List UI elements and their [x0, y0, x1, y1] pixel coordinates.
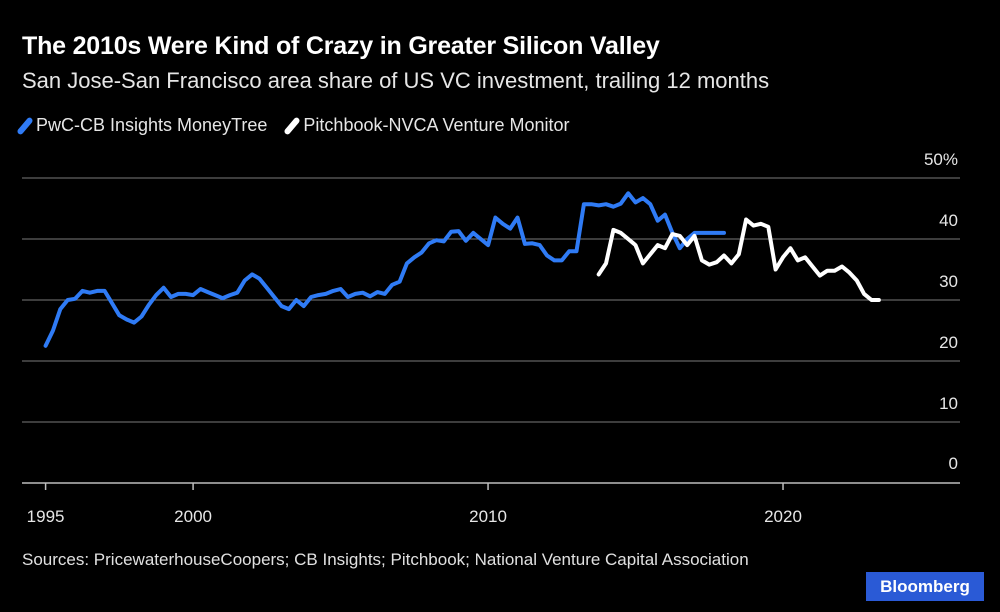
legend-label-moneytree: PwC-CB Insights MoneyTree [36, 115, 268, 135]
gridlines [22, 177, 960, 423]
chart-title: The 2010s Were Kind of Crazy in Greater … [22, 32, 660, 60]
x-axis: 1995 2000 2010 2020 [22, 482, 960, 526]
y-tick-label-20: 20 [939, 333, 958, 352]
y-tick-label-30: 30 [939, 272, 958, 291]
series-line-venture-monitor [596, 217, 881, 302]
legend: PwC-CB Insights MoneyTree Pitchbook-NVCA… [16, 115, 570, 136]
series-lines [43, 191, 881, 348]
x-tick-label-2010: 2010 [469, 507, 507, 526]
legend-label-venture-monitor: Pitchbook-NVCA Venture Monitor [303, 115, 570, 135]
y-tick-label-10: 10 [939, 394, 958, 413]
series-line-moneytree [43, 191, 726, 348]
y-tick-label-0: 0 [949, 454, 958, 473]
source-note: Sources: PricewaterhouseCoopers; CB Insi… [22, 550, 749, 569]
x-tick-label-2000: 2000 [174, 507, 212, 526]
y-tick-label-40: 40 [939, 211, 958, 230]
y-tick-label-50: 50% [924, 150, 958, 169]
bloomberg-logo: Bloomberg [866, 572, 984, 601]
chart-subtitle: San Jose-San Francisco area share of US … [22, 68, 770, 93]
x-tick-label-1995: 1995 [27, 507, 65, 526]
y-axis-tick-labels: 0 10 20 30 40 50% [924, 150, 958, 473]
x-tick-label-2020: 2020 [764, 507, 802, 526]
legend-item-moneytree: PwC-CB Insights MoneyTree [16, 115, 268, 136]
legend-item-venture-monitor: Pitchbook-NVCA Venture Monitor [283, 115, 570, 136]
